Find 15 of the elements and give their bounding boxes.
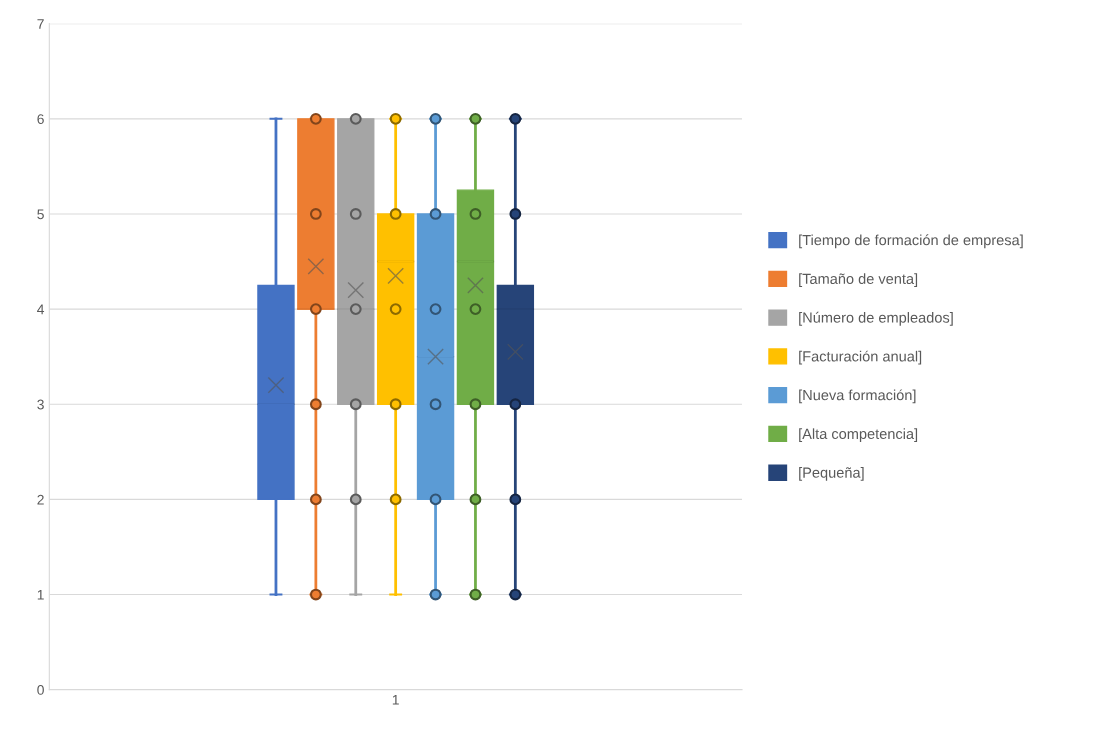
- legend-label: [Tamaño de venta]: [799, 273, 918, 287]
- y-tick-label: 6: [37, 114, 44, 124]
- legend-label: [Número de empleados]: [799, 311, 953, 326]
- y-tick-label: 2: [37, 494, 44, 505]
- legend-label: [Alta competencia]: [799, 428, 918, 442]
- y-tick-label: 0: [37, 685, 44, 695]
- y-tick-label: 3: [37, 399, 44, 410]
- y-tick-label: 5: [37, 209, 44, 220]
- legend-label: [Nueva formación]: [799, 389, 916, 404]
- y-tick-label: 4: [37, 304, 45, 315]
- legend-label: [Pequeña]: [799, 467, 864, 481]
- legend-label: [Tiempo de formación de empresa]: [799, 234, 1023, 249]
- legend-label: [Facturación anual]: [799, 350, 922, 365]
- y-tick-label: 1: [37, 590, 44, 600]
- y-tick-label: 7: [37, 19, 44, 29]
